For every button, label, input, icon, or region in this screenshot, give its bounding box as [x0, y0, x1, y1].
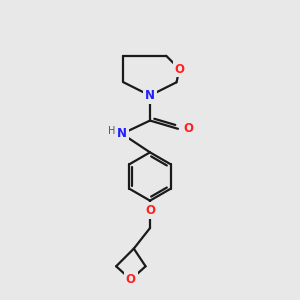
Text: H: H	[108, 126, 116, 136]
Text: O: O	[184, 122, 194, 135]
Text: O: O	[145, 204, 155, 217]
Text: O: O	[126, 273, 136, 286]
Text: N: N	[145, 89, 155, 102]
Text: N: N	[117, 127, 127, 140]
Text: O: O	[174, 62, 184, 76]
